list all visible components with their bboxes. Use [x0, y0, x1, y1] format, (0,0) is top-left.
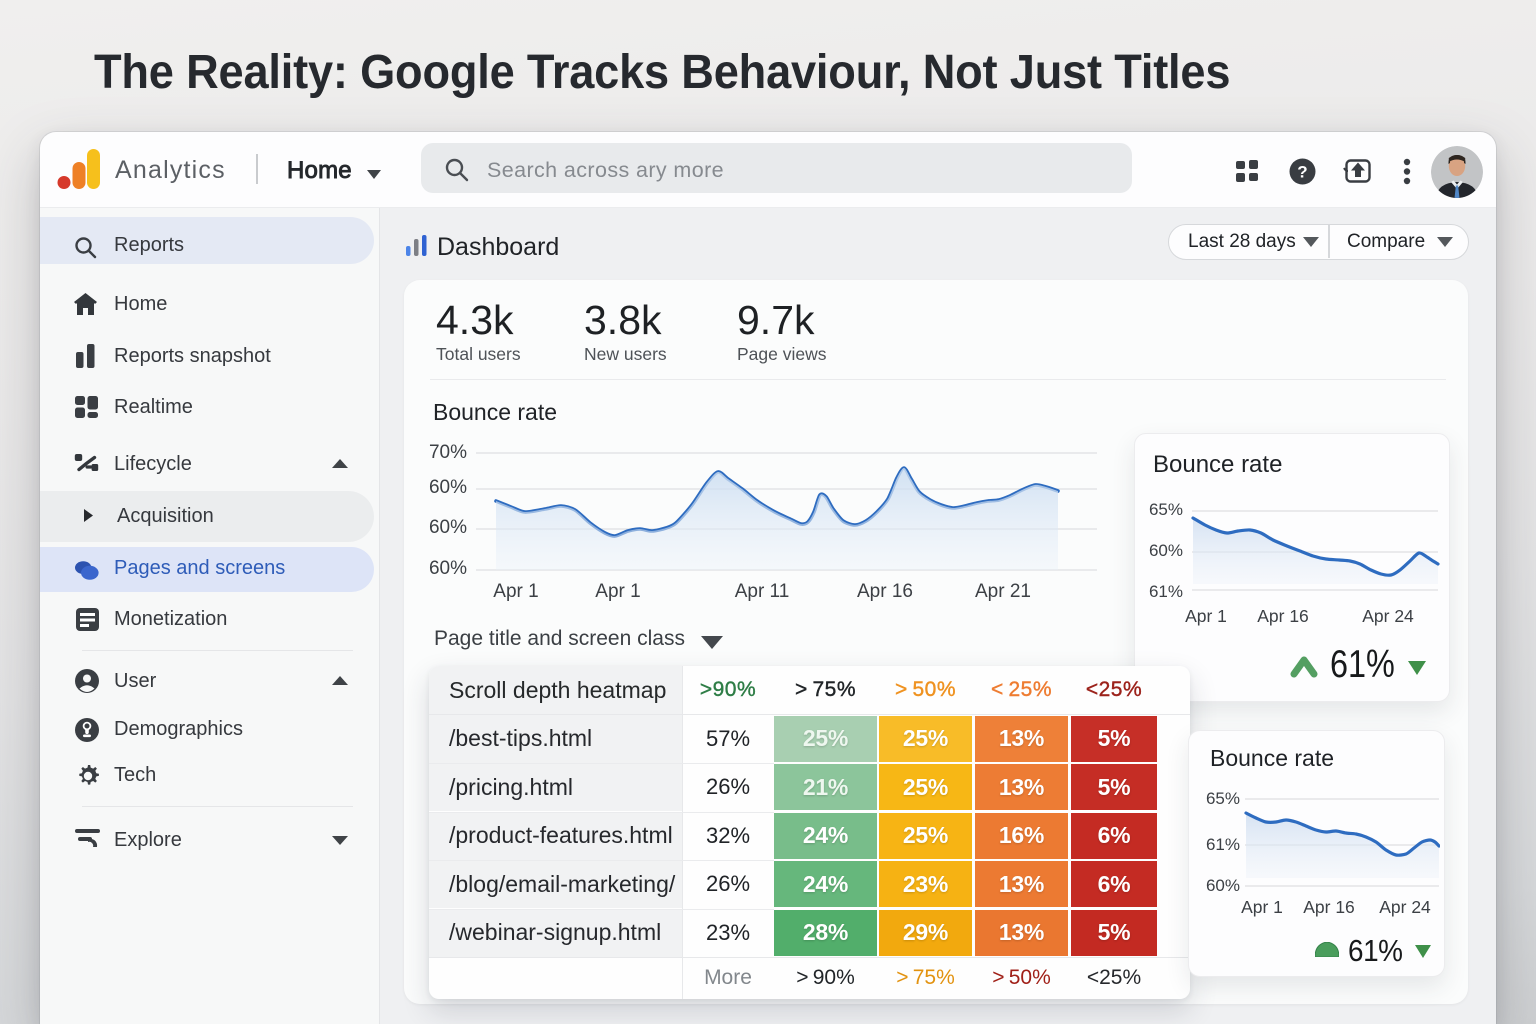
svg-text:?: ? [1297, 163, 1307, 182]
